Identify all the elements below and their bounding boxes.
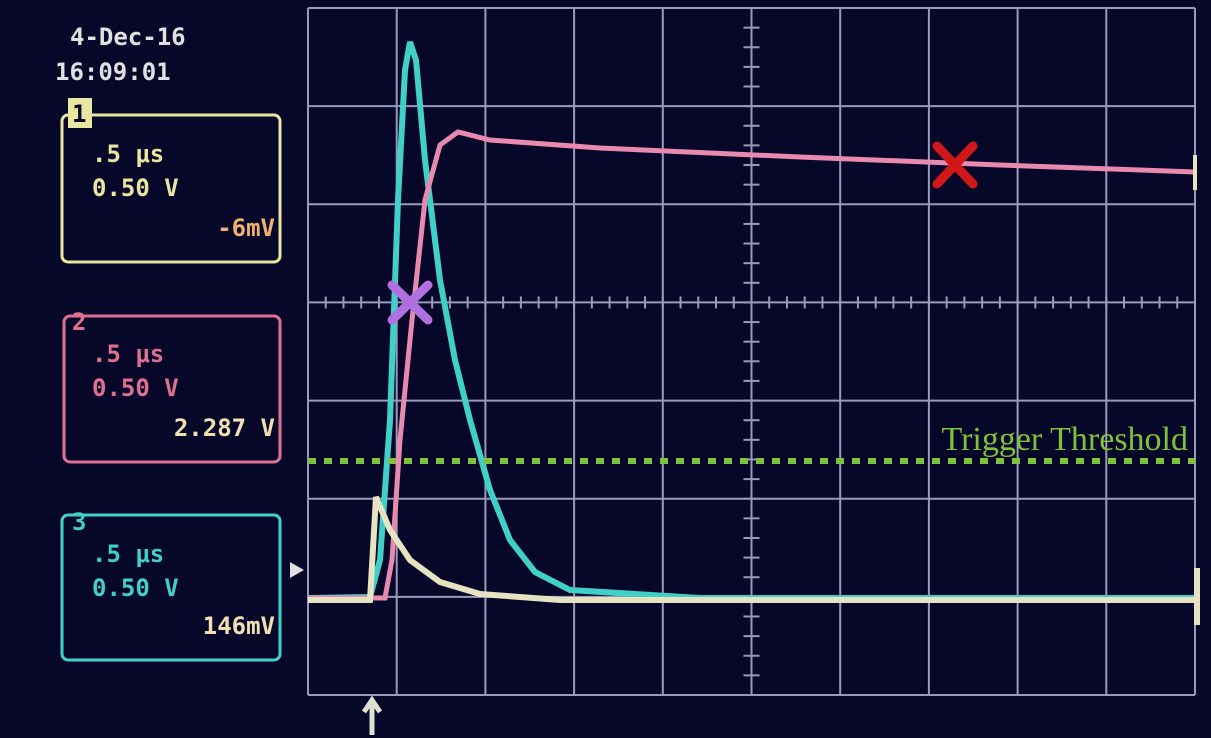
date: 4-Dec-16: [70, 23, 186, 51]
reading: 2.287 V: [174, 414, 275, 442]
red-cross: [932, 141, 978, 189]
trigger-position-arrow: [361, 695, 383, 735]
channel-tab: [68, 98, 92, 128]
reading: -6mV: [217, 214, 275, 242]
channel-number: 3: [72, 508, 86, 536]
time: 16:09:01: [55, 58, 171, 86]
timebase: .5 μs: [92, 540, 164, 568]
reading: 146mV: [203, 612, 275, 640]
channel-2-trace: [308, 129, 1196, 601]
timebase: .5 μs: [92, 340, 164, 368]
channel-box: [60, 113, 282, 264]
channel-3-trace: [307, 41, 1195, 601]
ground-marker: [290, 562, 304, 578]
channel-number: 2: [72, 308, 86, 336]
scale: 0.50 V: [92, 374, 179, 402]
channel-1-trace: [308, 495, 1195, 603]
channel-box: [60, 513, 282, 662]
scale: 0.50 V: [92, 174, 179, 202]
timebase: .5 μs: [92, 140, 164, 168]
channel-number: 1: [72, 100, 86, 128]
trigger-threshold-label: Trigger Threshold: [942, 421, 1189, 458]
channel-box: [62, 314, 282, 464]
purple-cross: [387, 280, 433, 325]
scale: 0.50 V: [92, 574, 179, 602]
